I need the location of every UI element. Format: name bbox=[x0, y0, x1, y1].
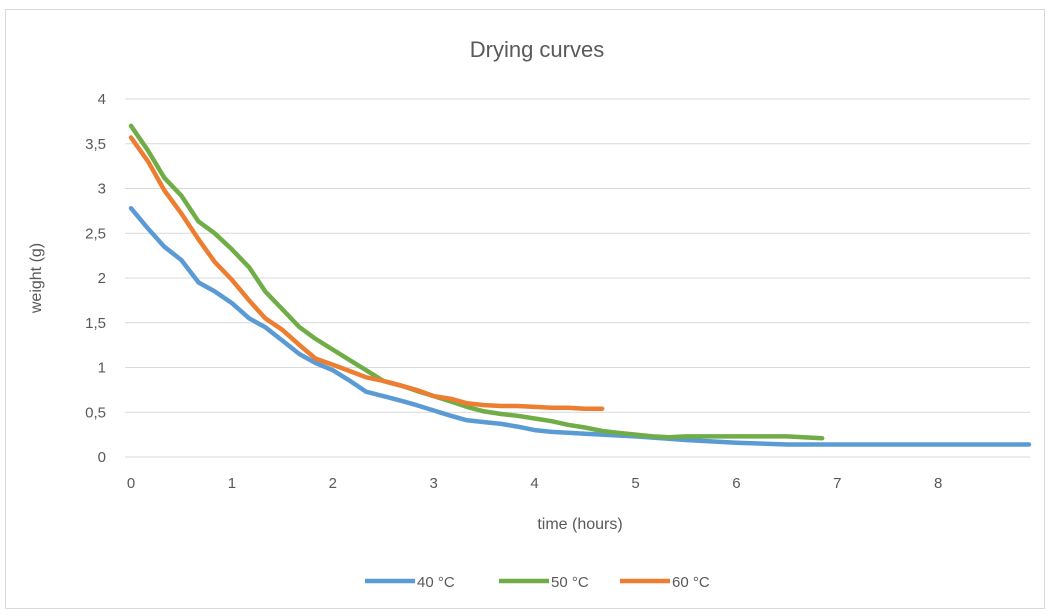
legend: 40 °C 50 °C 60 °C bbox=[365, 574, 710, 591]
chart-frame bbox=[5, 9, 1045, 609]
x-tick-label: 0 bbox=[127, 475, 135, 492]
y-tick-label: 1,5 bbox=[85, 315, 106, 332]
y-tick-label: 2 bbox=[98, 270, 106, 287]
x-axis-ticks: 0 1 2 3 4 5 6 7 8 bbox=[127, 475, 943, 492]
x-tick-label: 5 bbox=[631, 475, 639, 492]
y-tick-label: 4 bbox=[98, 91, 106, 108]
x-axis-label: time (hours) bbox=[537, 516, 622, 533]
series-lines bbox=[128, 123, 1032, 447]
x-tick-label: 1 bbox=[228, 475, 236, 492]
x-tick-label: 4 bbox=[530, 475, 538, 492]
y-axis-label: weight (g) bbox=[28, 243, 45, 314]
y-tick-label: 1 bbox=[98, 360, 106, 377]
x-tick-label: 6 bbox=[732, 475, 740, 492]
y-axis-ticks: 0 0,5 1 1,5 2 2,5 3 3,5 4 bbox=[85, 91, 106, 466]
series-line-3 bbox=[128, 135, 605, 411]
y-tick-label: 3,5 bbox=[85, 136, 106, 153]
y-tick-label: 0 bbox=[98, 449, 106, 466]
x-tick-label: 8 bbox=[934, 475, 942, 492]
gridlines bbox=[125, 98, 1030, 458]
y-tick-label: 3 bbox=[98, 181, 106, 198]
series-line-1 bbox=[128, 205, 1032, 447]
chart-title: Drying curves bbox=[470, 37, 604, 62]
legend-label-3: 60 °C bbox=[672, 574, 710, 591]
x-tick-label: 3 bbox=[430, 475, 438, 492]
legend-label-1: 40 °C bbox=[417, 574, 455, 591]
y-tick-label: 2,5 bbox=[85, 225, 106, 242]
y-tick-label: 0,5 bbox=[85, 404, 106, 421]
x-tick-label: 2 bbox=[329, 475, 337, 492]
x-tick-label: 7 bbox=[833, 475, 841, 492]
legend-label-2: 50 °C bbox=[551, 574, 589, 591]
